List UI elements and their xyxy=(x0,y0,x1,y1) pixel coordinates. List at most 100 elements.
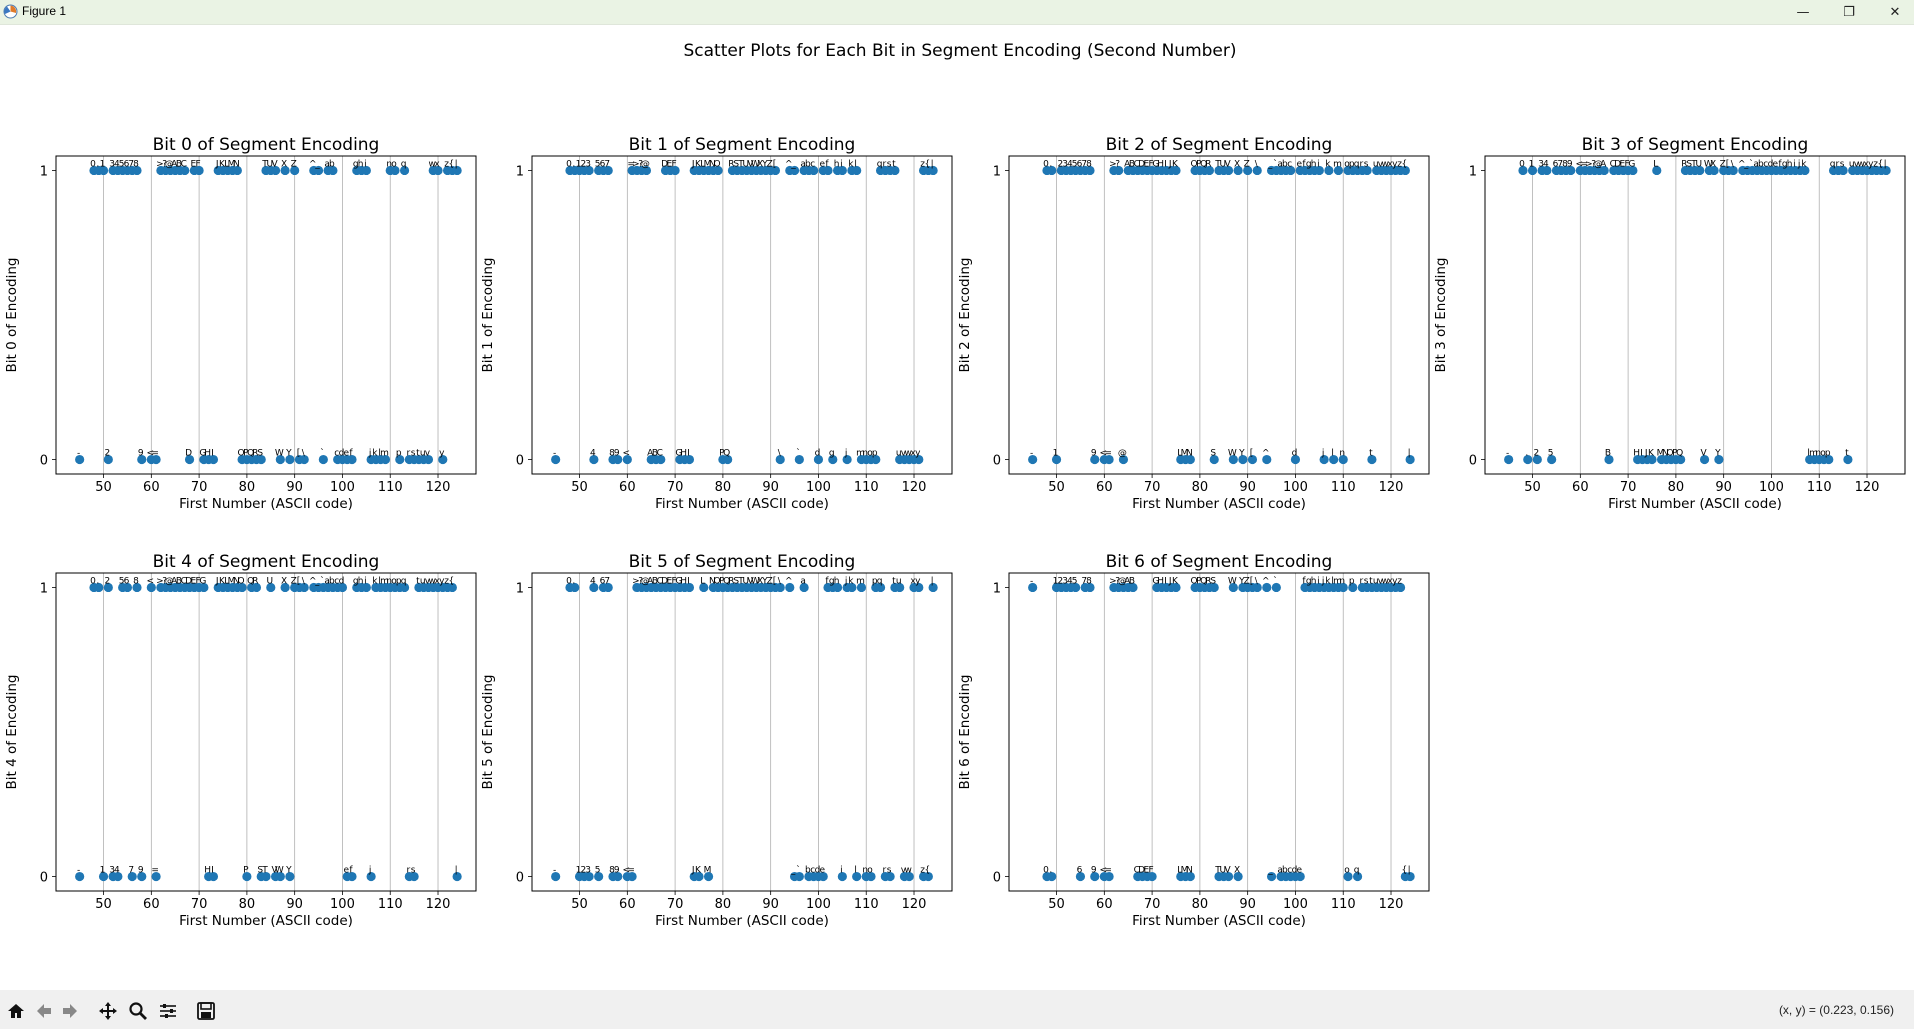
zoom-icon[interactable] xyxy=(128,1001,148,1021)
maximize-button[interactable]: ❐ xyxy=(1826,0,1872,24)
point-annotation: o xyxy=(867,449,873,459)
point-annotation: n xyxy=(862,866,868,876)
point-annotation: [ xyxy=(773,576,777,586)
point-annotation: o xyxy=(391,159,397,169)
point-annotation: ? xyxy=(1115,159,1120,169)
point-annotation: b xyxy=(329,159,335,169)
configure-subplots-icon[interactable] xyxy=(158,1001,178,1021)
point-annotation: [ xyxy=(1726,159,1730,169)
point-annotation: O xyxy=(238,449,245,459)
data-point xyxy=(399,165,410,176)
point-annotation: 1 xyxy=(576,866,582,876)
point-annotation: M xyxy=(228,576,236,586)
point-annotation: . xyxy=(572,159,575,169)
point-annotation: @ xyxy=(641,576,650,586)
data-point xyxy=(1252,582,1262,593)
point-annotation: n xyxy=(1339,576,1345,586)
data-point xyxy=(180,165,190,176)
point-annotation: B xyxy=(1129,576,1135,586)
point-annotation: 4 xyxy=(590,576,596,586)
point-annotation: K xyxy=(695,159,702,169)
point-annotation: 6 xyxy=(600,576,606,586)
data-point xyxy=(1171,582,1181,593)
data-point xyxy=(1114,165,1124,176)
point-annotation: W xyxy=(275,866,284,876)
data-point xyxy=(713,165,723,176)
point-annotation: G xyxy=(199,576,206,586)
point-annotation: r xyxy=(406,866,410,876)
point-annotation: p xyxy=(396,449,402,459)
point-annotation: 3 xyxy=(109,159,115,169)
data-point xyxy=(1324,165,1334,176)
point-annotation: k xyxy=(372,449,378,459)
point-annotation: P xyxy=(243,866,249,876)
point-annotation: Z xyxy=(767,159,773,169)
y-tick-label: 0 xyxy=(1469,454,1477,469)
x-tick-label: 60 xyxy=(619,480,636,495)
point-annotation: J xyxy=(1168,159,1172,169)
point-annotation: S xyxy=(733,159,739,169)
point-annotation: k xyxy=(1801,159,1807,169)
minimize-button[interactable]: — xyxy=(1780,0,1826,24)
matplotlib-app-icon xyxy=(3,4,18,19)
point-annotation: Q xyxy=(723,576,730,586)
pan-icon[interactable] xyxy=(98,1001,118,1021)
data-point xyxy=(1233,871,1243,882)
data-point xyxy=(684,582,695,593)
point-annotation: B xyxy=(176,576,182,586)
point-annotation: X xyxy=(1234,866,1240,876)
point-annotation: c xyxy=(334,449,339,459)
point-annotation: t xyxy=(416,576,420,586)
data-point xyxy=(594,871,604,882)
data-point xyxy=(1228,582,1238,593)
point-annotation: p xyxy=(396,576,402,586)
data-point xyxy=(122,582,133,593)
point-annotation: e xyxy=(343,866,349,876)
point-annotation: { xyxy=(924,159,930,169)
point-annotation: W xyxy=(751,159,760,169)
point-annotation: s xyxy=(887,866,892,876)
data-point xyxy=(75,454,85,465)
point-annotation: 2 xyxy=(1057,159,1063,169)
point-annotation: 1 xyxy=(1529,159,1535,169)
point-annotation: d xyxy=(1292,866,1298,876)
point-annotation: L xyxy=(224,159,229,169)
close-button[interactable]: ✕ xyxy=(1872,0,1914,24)
point-annotation: D xyxy=(661,576,668,586)
point-annotation: s xyxy=(411,866,416,876)
data-point xyxy=(1128,582,1138,593)
data-point xyxy=(1566,165,1576,176)
point-annotation: F xyxy=(1625,159,1630,169)
back-icon[interactable] xyxy=(34,1001,54,1021)
x-tick-label: 50 xyxy=(1048,897,1065,912)
point-annotation: u xyxy=(1373,576,1379,586)
home-icon[interactable] xyxy=(6,1001,26,1021)
data-point xyxy=(1171,165,1181,176)
point-annotation: V xyxy=(271,866,278,876)
plot-frame xyxy=(531,572,953,892)
point-annotation: d xyxy=(339,576,345,586)
window-title: Figure 1 xyxy=(22,4,67,18)
data-point xyxy=(433,165,443,176)
point-annotation: \ xyxy=(1255,159,1259,169)
point-annotation: g xyxy=(353,159,359,169)
point-annotation: v xyxy=(425,449,431,459)
point-annotation: j xyxy=(1321,449,1325,459)
y-tick-label: 0 xyxy=(516,454,524,469)
point-annotation: a xyxy=(1277,866,1283,876)
data-point xyxy=(347,871,357,882)
figure-canvas[interactable]: Scatter Plots for Each Bit in Segment En… xyxy=(0,24,1914,990)
point-annotation: T xyxy=(737,576,744,586)
point-annotation: q xyxy=(877,576,883,586)
x-tick-label: 120 xyxy=(902,897,927,912)
forward-icon[interactable] xyxy=(60,1001,80,1021)
point-annotation: 8 xyxy=(1562,159,1568,169)
save-icon[interactable] xyxy=(196,1001,216,1021)
point-annotation: ` xyxy=(1273,575,1278,586)
data-point xyxy=(275,454,285,465)
data-point xyxy=(603,165,613,176)
plot-frame xyxy=(531,155,953,475)
point-annotation: < xyxy=(1576,159,1584,169)
x-tick-label: 90 xyxy=(762,897,779,912)
point-annotation: J xyxy=(215,576,219,586)
